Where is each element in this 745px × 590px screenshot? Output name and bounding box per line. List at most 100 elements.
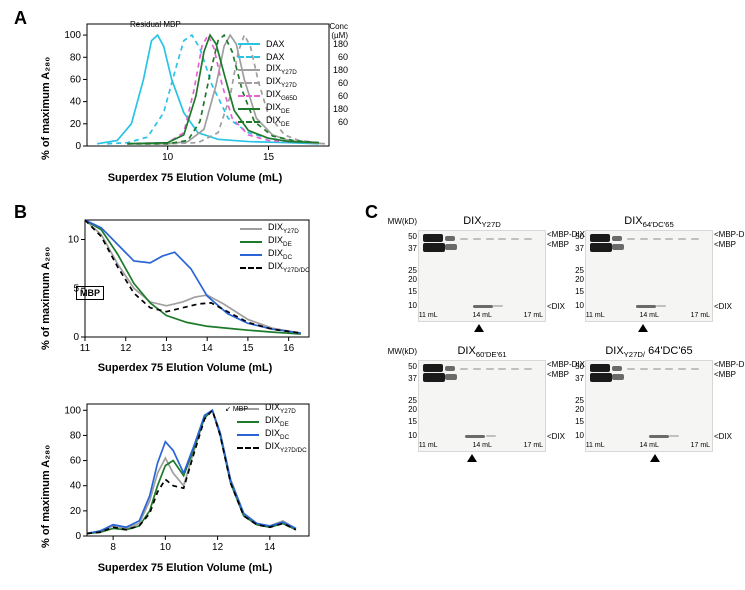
mw-mark: 10 [575, 301, 584, 310]
gel-band [524, 368, 532, 370]
gel-x-label: 14 mL [639, 442, 658, 449]
gel-x-label: 17 mL [691, 312, 710, 319]
panel-b-label: B [14, 202, 27, 223]
gel-x-label: 14 mL [472, 312, 491, 319]
gel-band [445, 374, 457, 380]
panel-b-mbp-box: MBP [76, 288, 104, 298]
legend-item: DIXY27D/DC [237, 441, 327, 454]
gel-band [640, 238, 648, 240]
svg-text:100: 100 [64, 405, 81, 416]
gel-x-label: 17 mL [524, 442, 543, 449]
mw-mark: 50 [408, 362, 417, 371]
svg-text:100: 100 [64, 30, 81, 41]
arrowhead-icon [467, 454, 477, 462]
mw-mark: 15 [408, 417, 417, 426]
gel-title: DIXY27D [419, 215, 545, 229]
legend-item: DIXY27D180 [238, 63, 348, 76]
gel-band [511, 238, 519, 240]
panel-b-bot-xlabel: Superdex 75 Elution Volume (mL) [55, 562, 315, 574]
gel-band [445, 244, 457, 250]
mw-mark: 20 [408, 275, 417, 284]
gel-band [524, 238, 532, 240]
mw-mark: 10 [408, 431, 417, 440]
arrowhead-icon [474, 324, 484, 332]
legend-item: DAX180 [238, 37, 348, 50]
gel-band [665, 368, 673, 370]
gel-band [636, 305, 656, 308]
gel-x-label: 11 mL [419, 442, 438, 449]
gel-panel: DIXY27D/ 64'DC'65503725201510<MBP-DIX<MB… [585, 360, 713, 452]
gel-band [423, 234, 443, 242]
legend-item: DAX60 [238, 50, 348, 63]
mw-mark: 50 [575, 362, 584, 371]
gel-band [486, 368, 494, 370]
legend-item: DIXDC [237, 428, 327, 441]
gel-band [473, 368, 481, 370]
gel-band [678, 238, 686, 240]
svg-text:0: 0 [75, 141, 81, 152]
gel-right-label: <DIX [714, 302, 732, 311]
svg-text:14: 14 [264, 542, 276, 553]
gel-title: DIX60'DE'61 [419, 345, 545, 359]
gel-band [465, 435, 485, 438]
mw-mark: 25 [575, 266, 584, 275]
gel-band [460, 238, 468, 240]
panel-a-legend: Conc (µM)DAX180DAX60DIXY27D180DIXY27D60D… [238, 24, 348, 128]
gel-x-label: 11 mL [586, 312, 605, 319]
gel-x-label: 11 mL [586, 442, 605, 449]
mw-mark: 37 [408, 244, 417, 253]
gel-band [590, 373, 612, 382]
svg-text:40: 40 [70, 97, 82, 108]
legend-item: DIXDE [237, 415, 327, 428]
mw-mark: 25 [408, 396, 417, 405]
mw-mark: 50 [575, 232, 584, 241]
legend-item: DIXDE60 [238, 115, 348, 128]
mw-mark: 15 [575, 287, 584, 296]
svg-text:8: 8 [110, 542, 116, 553]
svg-text:12: 12 [212, 542, 224, 553]
gel-right-label: <MBP [714, 370, 736, 379]
svg-text:20: 20 [70, 506, 82, 517]
svg-text:60: 60 [70, 456, 82, 467]
gel-band [498, 238, 506, 240]
panel-c-label: C [365, 202, 378, 223]
gel-x-label: 17 mL [524, 312, 543, 319]
gel-x-label: 14 mL [639, 312, 658, 319]
legend-item: DIXDC [240, 248, 330, 261]
panel-b-top-ylabel: % of maximum A₂₈₀ [40, 247, 52, 350]
svg-text:0: 0 [73, 332, 79, 343]
legend-item: DIXY27D [237, 402, 327, 415]
svg-text:11: 11 [80, 343, 91, 354]
gel-x-label: 11 mL [419, 312, 438, 319]
gel-band [511, 368, 519, 370]
legend-item: DIXDE [240, 235, 330, 248]
gel-right-label: <MBP-DIX [714, 230, 745, 239]
mw-mark: 10 [408, 301, 417, 310]
gel-right-label: <MBP [714, 240, 736, 249]
gel-band [445, 366, 455, 371]
svg-text:0: 0 [75, 531, 81, 542]
gel-band [445, 236, 455, 241]
svg-text:12: 12 [120, 343, 132, 354]
gel-x-label: 17 mL [691, 442, 710, 449]
gel-x-label: 14 mL [472, 442, 491, 449]
svg-text:10: 10 [162, 152, 174, 163]
panel-b-bot-legend: DIXY27DDIXDEDIXDCDIXY27D/DC [237, 402, 327, 454]
gel-title: DIX64'DC'65 [586, 215, 712, 229]
legend-item: DIXDE180 [238, 102, 348, 115]
arrowhead-icon [638, 324, 648, 332]
legend-item: DIXY27D [240, 222, 330, 235]
gel-band [590, 364, 610, 372]
gel-band [498, 368, 506, 370]
panel-a-label: A [14, 8, 27, 29]
gel-panel: DIXY27DMW(kD)503725201510<MBP-DIX<MBP<DI… [418, 230, 546, 322]
gel-right-label: <DIX [547, 302, 565, 311]
gel-band [612, 236, 622, 241]
gel-band [612, 374, 624, 380]
gel-band [473, 238, 481, 240]
gel-band [669, 435, 679, 437]
panel-b-mbp-arrow: ↙ MBP [225, 405, 248, 413]
svg-text:80: 80 [70, 52, 82, 63]
gel-band [423, 373, 445, 382]
svg-text:60: 60 [70, 74, 82, 85]
